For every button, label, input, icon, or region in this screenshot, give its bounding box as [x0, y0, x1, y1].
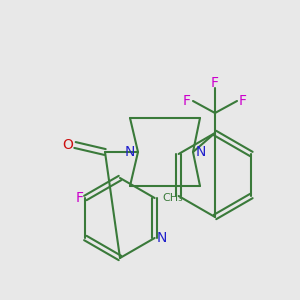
Text: N: N	[157, 231, 167, 245]
Text: F: F	[183, 94, 191, 108]
Text: N: N	[125, 145, 135, 159]
Text: F: F	[75, 191, 83, 205]
Text: F: F	[211, 76, 219, 90]
Text: N: N	[196, 145, 206, 159]
Text: F: F	[239, 94, 247, 108]
Text: CH₃: CH₃	[163, 193, 183, 203]
Text: O: O	[63, 138, 74, 152]
